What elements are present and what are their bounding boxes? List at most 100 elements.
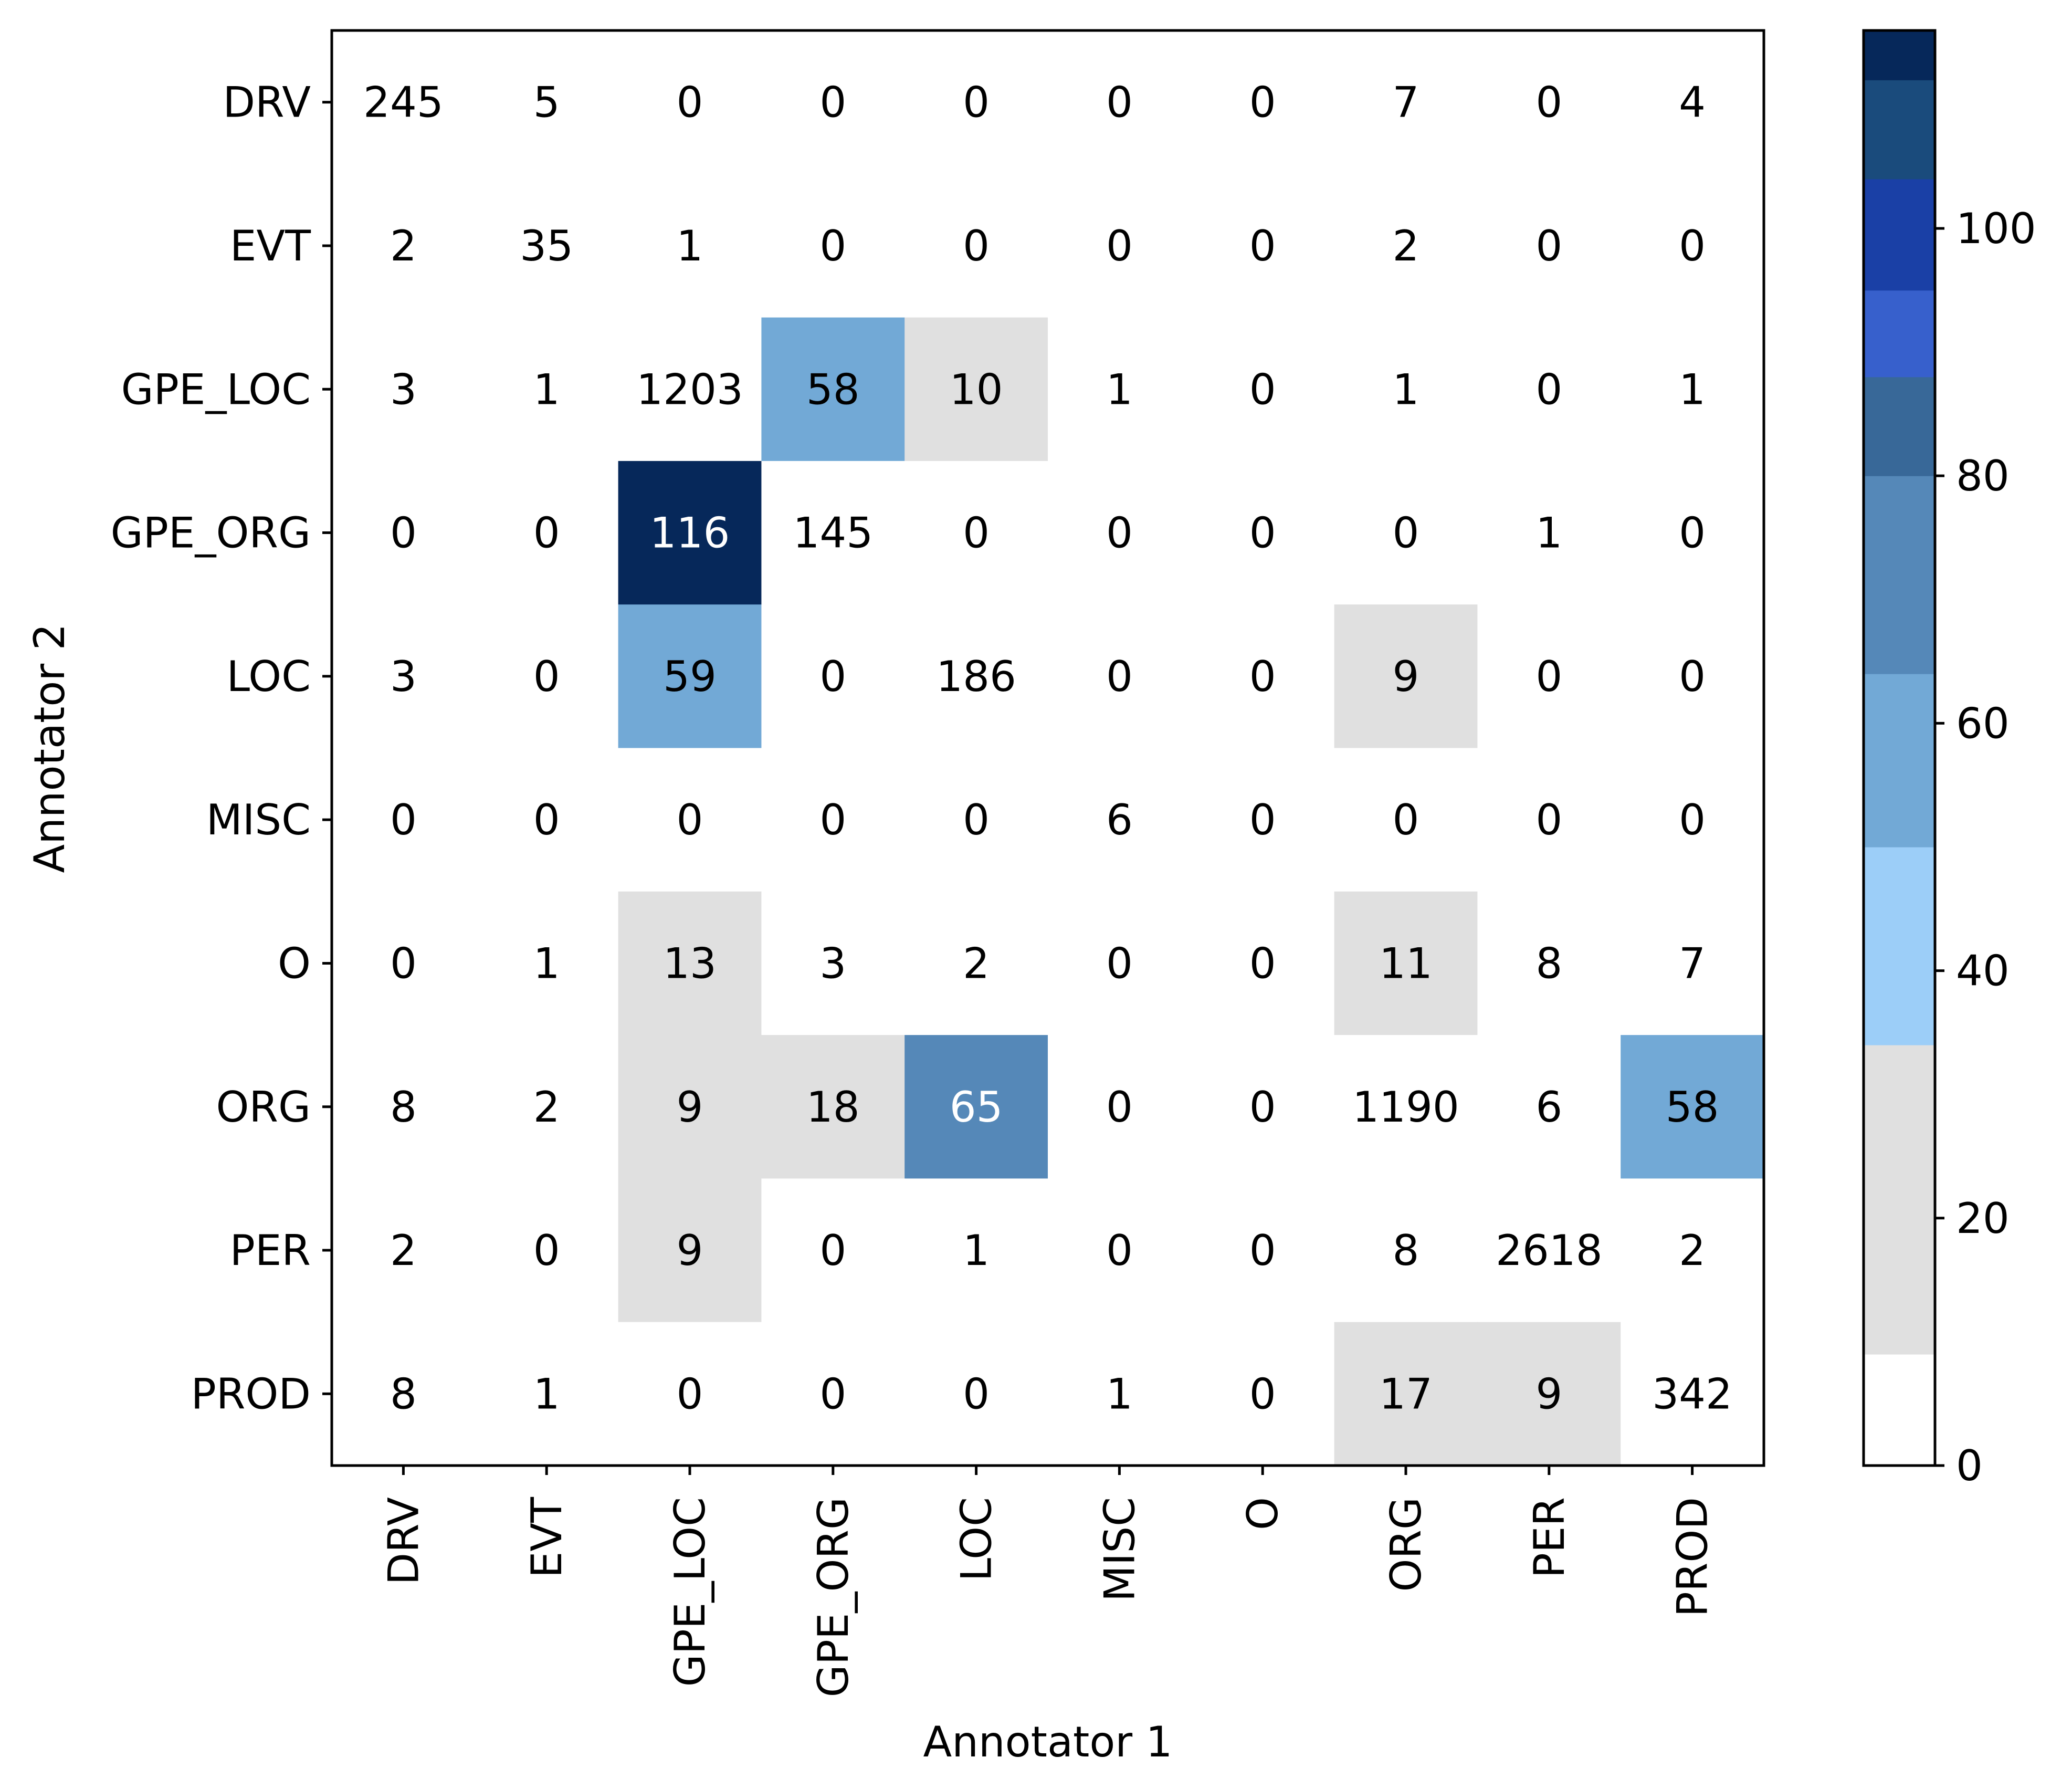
- heatmap-cell-drv-o: [1191, 30, 1335, 174]
- heatmap-cell-gpe-org-evt: [475, 461, 619, 605]
- y-tick-label-org: ORG: [216, 1083, 311, 1132]
- heatmap-cell-gpe-loc-o: [1191, 317, 1335, 462]
- heatmap-cell-gpe-org-per: [1477, 461, 1621, 605]
- heatmap-cell-evt-gpe-org: [761, 174, 905, 318]
- heatmap-cell-drv-gpe-org: [761, 30, 905, 174]
- heatmap-cell-misc-per: [1477, 748, 1621, 892]
- heatmap-cell-prod-evt: [475, 1322, 619, 1466]
- y-tick-label-misc: MISC: [206, 796, 311, 844]
- heatmap-cell-org-gpe-loc: [618, 1035, 762, 1179]
- heatmap-cell-gpe-loc-misc: [1048, 317, 1192, 462]
- cell-value-label: 1: [1106, 365, 1133, 414]
- cell-value-label: 10: [950, 365, 1003, 414]
- cell-value-label: 4: [1679, 78, 1706, 127]
- cell-value-label: 9: [677, 1083, 703, 1132]
- heatmap-cell-prod-per: [1477, 1322, 1621, 1466]
- colorbar-segment: [1864, 476, 1935, 674]
- x-tick-label-prod: PROD: [1668, 1497, 1717, 1617]
- heatmap-cell-gpe-org-drv: [332, 461, 476, 605]
- heatmap-cell-drv-org: [1334, 30, 1478, 174]
- cell-value-label: 5: [533, 78, 560, 127]
- cell-value-label: 342: [1652, 1369, 1732, 1418]
- heatmap-cell-evt-prod: [1621, 174, 1764, 318]
- cell-value-label: 0: [1249, 796, 1276, 844]
- cell-value-label: 0: [533, 509, 560, 558]
- cell-value-label: 0: [1249, 365, 1276, 414]
- cell-value-label: 0: [1106, 509, 1133, 558]
- cell-value-label: 58: [1666, 1083, 1719, 1132]
- cell-value-label: 0: [1679, 652, 1706, 701]
- cell-value-label: 0: [1393, 509, 1419, 558]
- cell-value-label: 2618: [1496, 1226, 1603, 1275]
- colorbar-segment: [1864, 846, 1935, 1045]
- heatmap-cell-o-per: [1477, 891, 1621, 1035]
- heatmap-cell-evt-o: [1191, 174, 1335, 318]
- heatmap-cell-gpe-org-gpe-org: [761, 461, 905, 605]
- heatmap-cell-gpe-loc-org: [1334, 317, 1478, 462]
- heatmap-cell-org-drv: [332, 1035, 476, 1179]
- heatmap-cell-evt-gpe-loc: [618, 174, 762, 318]
- heatmap-cell-drv-loc: [904, 30, 1048, 174]
- cell-value-label: 0: [533, 796, 560, 844]
- heatmap-cell-gpe-org-org: [1334, 461, 1478, 605]
- heatmap-cell-misc-drv: [332, 748, 476, 892]
- heatmap-cell-o-prod: [1621, 891, 1764, 1035]
- cell-value-label: 116: [650, 509, 730, 558]
- heatmap-cell-gpe-org-gpe-loc: [618, 461, 762, 605]
- cell-value-label: 0: [963, 222, 990, 270]
- cell-value-label: 58: [806, 365, 860, 414]
- cell-value-label: 0: [533, 652, 560, 701]
- cell-value-label: 35: [520, 222, 573, 270]
- colorbar-tick-label: 60: [1956, 699, 2010, 748]
- cell-value-label: 0: [677, 1369, 703, 1418]
- heatmap-cell-loc-misc: [1048, 604, 1192, 749]
- y-tick-label-per: PER: [230, 1226, 311, 1275]
- cell-value-label: 8: [390, 1083, 417, 1132]
- heatmap-cell-evt-drv: [332, 174, 476, 318]
- colorbar-tick-label: 20: [1956, 1194, 2010, 1243]
- cell-value-label: 0: [1249, 222, 1276, 270]
- cell-value-label: 6: [1106, 796, 1133, 844]
- heatmap-cell-evt-misc: [1048, 174, 1192, 318]
- heatmap-cell-per-loc: [904, 1178, 1048, 1323]
- colorbar-segment: [1864, 674, 1935, 848]
- cell-value-label: 0: [1679, 509, 1706, 558]
- heatmap-cell-org-gpe-org: [761, 1035, 905, 1179]
- cell-value-label: 0: [677, 796, 703, 844]
- heatmap-cell-org-org: [1334, 1035, 1478, 1179]
- y-tick-label-gpe-org: GPE_ORG: [111, 509, 311, 558]
- heatmap-cell-evt-loc: [904, 174, 1048, 318]
- heatmap-cell-per-gpe-loc: [618, 1178, 762, 1323]
- cell-value-label: 186: [936, 652, 1016, 701]
- heatmap-cell-per-o: [1191, 1178, 1335, 1323]
- heatmap-cell-prod-misc: [1048, 1322, 1192, 1466]
- heatmap-cell-misc-org: [1334, 748, 1478, 892]
- heatmap-cell-gpe-loc-drv: [332, 317, 476, 462]
- y-tick-label-o: O: [278, 939, 311, 988]
- heatmap-cell-per-drv: [332, 1178, 476, 1323]
- x-tick-label-o: O: [1238, 1497, 1287, 1530]
- heatmap-cell-evt-org: [1334, 174, 1478, 318]
- heatmap-cell-gpe-loc-prod: [1621, 317, 1764, 462]
- cell-value-label: 9: [1393, 652, 1419, 701]
- cell-value-label: 0: [1249, 1083, 1276, 1132]
- cell-value-label: 0: [1249, 78, 1276, 127]
- heatmap-cell-org-prod: [1621, 1035, 1764, 1179]
- cell-value-label: 0: [1249, 652, 1276, 701]
- y-tick-label-gpe-loc: GPE_LOC: [121, 365, 311, 414]
- cell-value-label: 0: [677, 78, 703, 127]
- colorbar-ticks: 0 20 40 60 80 100: [1935, 204, 2036, 1490]
- cell-value-label: 0: [1535, 796, 1562, 844]
- heatmap-cell-gpe-org-prod: [1621, 461, 1764, 605]
- heatmap-cell-prod-prod: [1621, 1322, 1764, 1466]
- cell-value-label: 0: [1106, 222, 1133, 270]
- colorbar-tick-label: 80: [1956, 452, 2010, 500]
- colorbar-segment: [1864, 1354, 1935, 1466]
- cell-value-label: 0: [963, 509, 990, 558]
- cell-value-label: 8: [390, 1369, 417, 1418]
- heatmap-cell-prod-o: [1191, 1322, 1335, 1466]
- heatmap-cell-o-gpe-loc: [618, 891, 762, 1035]
- cell-value-label: 2: [1393, 222, 1419, 270]
- heatmap-cell-loc-o: [1191, 604, 1335, 749]
